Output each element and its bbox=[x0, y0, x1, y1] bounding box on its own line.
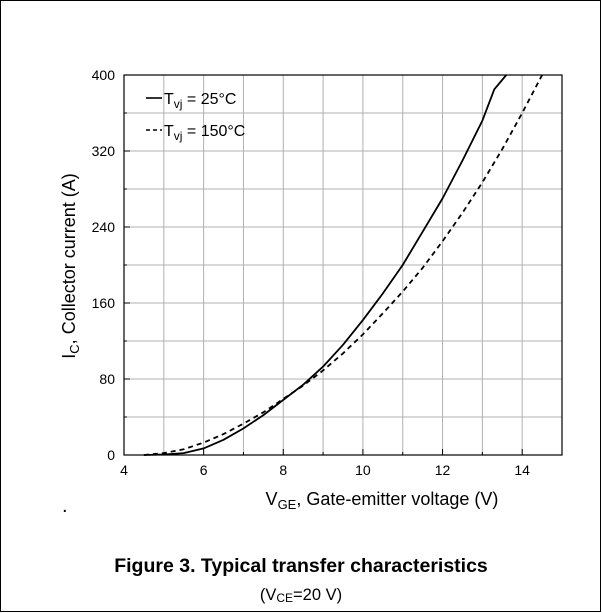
stray-mark: . bbox=[62, 495, 68, 517]
x-tick-label: 8 bbox=[279, 462, 287, 478]
x-tick-label: 4 bbox=[120, 462, 128, 478]
series bbox=[143, 74, 543, 456]
y-tick-label: 160 bbox=[92, 295, 116, 311]
y-tick-label: 240 bbox=[92, 219, 116, 235]
series-line-150c bbox=[143, 74, 543, 456]
y-tick-label: 400 bbox=[92, 67, 116, 83]
legend-label-25c: Tvj = 25°C bbox=[164, 91, 236, 111]
x-tick-label: 6 bbox=[200, 462, 208, 478]
legend-label-150c: Tvj = 150°C bbox=[164, 123, 245, 143]
series-line-25c bbox=[143, 74, 507, 456]
y-axis-title: IC, Collector current (A) bbox=[59, 173, 82, 358]
figure-caption: Figure 3. Typical transfer characteristi… bbox=[114, 555, 488, 577]
y-tick-label: 0 bbox=[107, 447, 115, 463]
x-tick-label: 12 bbox=[435, 462, 451, 478]
legend: Tvj = 25°C Tvj = 150°C bbox=[146, 91, 245, 143]
x-tick-label: 10 bbox=[355, 462, 371, 478]
figure-subcaption: (VCE=20 V) bbox=[259, 586, 343, 605]
x-tick-label: 14 bbox=[514, 462, 530, 478]
y-tick-label: 320 bbox=[92, 143, 116, 159]
y-tick-label: 80 bbox=[99, 371, 115, 387]
x-axis-title: VGE, Gate-emitter voltage (V) bbox=[266, 489, 499, 512]
axis-ticks: 4 6 8 10 12 14 0 80 160 240 320 400 bbox=[92, 67, 531, 478]
grid bbox=[124, 75, 562, 455]
